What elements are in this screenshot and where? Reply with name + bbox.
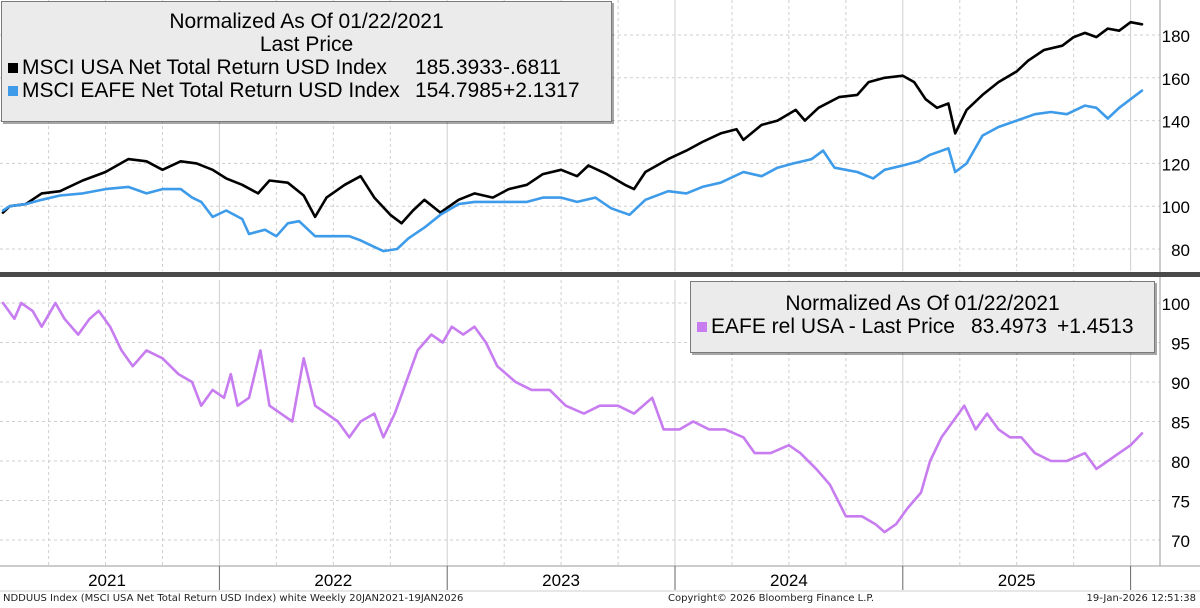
panel-divider [0, 272, 1200, 277]
y-tick-label: 160 [1162, 70, 1190, 89]
series-line-eafe-rel-usa [1, 301, 1144, 534]
series-line-msci-eafe-net-total-return-usd-index [1, 89, 1144, 253]
x-tick-label: 2022 [314, 571, 352, 590]
x-tick-label: 2021 [88, 571, 126, 590]
legend-change-usa: -.6811 [503, 56, 561, 79]
y-tick-label: 180 [1162, 27, 1190, 46]
y-tick-label: 80 [1171, 241, 1190, 260]
x-tick-label: 2024 [770, 571, 808, 590]
y-tick-label: 100 [1162, 198, 1190, 217]
legend-item-eafe: MSCI EAFE Net Total Return USD Index 154… [2, 79, 611, 102]
rel-swatch-icon [697, 321, 707, 332]
x-tick-label: 2025 [998, 571, 1036, 590]
y-tick-label: 80 [1171, 453, 1190, 472]
y-tick-label: 90 [1171, 374, 1190, 393]
footer-copyright: Copyright© 2026 Bloomberg Finance L.P. [668, 593, 875, 604]
bottom-legend-title: Normalized As Of 01/22/2021 [785, 292, 1060, 315]
legend-value-eafe: 154.7985 [415, 79, 503, 102]
legend-change-eafe: +2.1317 [503, 79, 580, 102]
y-tick-label: 120 [1162, 155, 1190, 174]
bottom-legend: Normalized As Of 01/22/2021 EAFE rel USA… [690, 281, 1155, 353]
y-tick-label: 100 [1162, 295, 1190, 314]
top-legend-title: Normalized As Of 01/22/2021 [169, 10, 444, 33]
legend-value-usa: 185.3933 [415, 56, 503, 79]
top-legend: Normalized As Of 01/22/2021 Last Price M… [1, 1, 612, 122]
y-tick-label: 85 [1171, 414, 1190, 433]
y-tick-label: 95 [1171, 335, 1190, 354]
x-tick-label: 2023 [542, 571, 580, 590]
y-tick-label: 140 [1162, 113, 1190, 132]
y-tick-label: 70 [1171, 532, 1190, 551]
legend-label-eafe: MSCI EAFE Net Total Return USD Index [22, 79, 400, 102]
legend-change-rel: +1.4513 [1057, 315, 1134, 338]
usa-swatch-icon [8, 62, 18, 73]
top-legend-subtitle: Last Price [259, 33, 354, 56]
series-line-msci-usa-net-total-return-usd-index [1, 20, 1144, 225]
legend-item-usa: MSCI USA Net Total Return USD Index 185.… [2, 56, 611, 79]
legend-label-usa: MSCI USA Net Total Return USD Index [22, 56, 387, 79]
eafe-swatch-icon [8, 85, 18, 96]
footer-timestamp: 19-Jan-2026 12:51:38 [1086, 593, 1196, 604]
footer-source: NDDUUS Index (MSCI USA Net Total Return … [3, 593, 464, 604]
y-tick-label: 75 [1171, 493, 1190, 512]
legend-label-rel: EAFE rel USA - Last Price [711, 315, 955, 338]
legend-value-rel: 83.4973 [971, 315, 1047, 338]
legend-item-rel: EAFE rel USA - Last Price 83.4973 +1.451… [691, 315, 1154, 338]
